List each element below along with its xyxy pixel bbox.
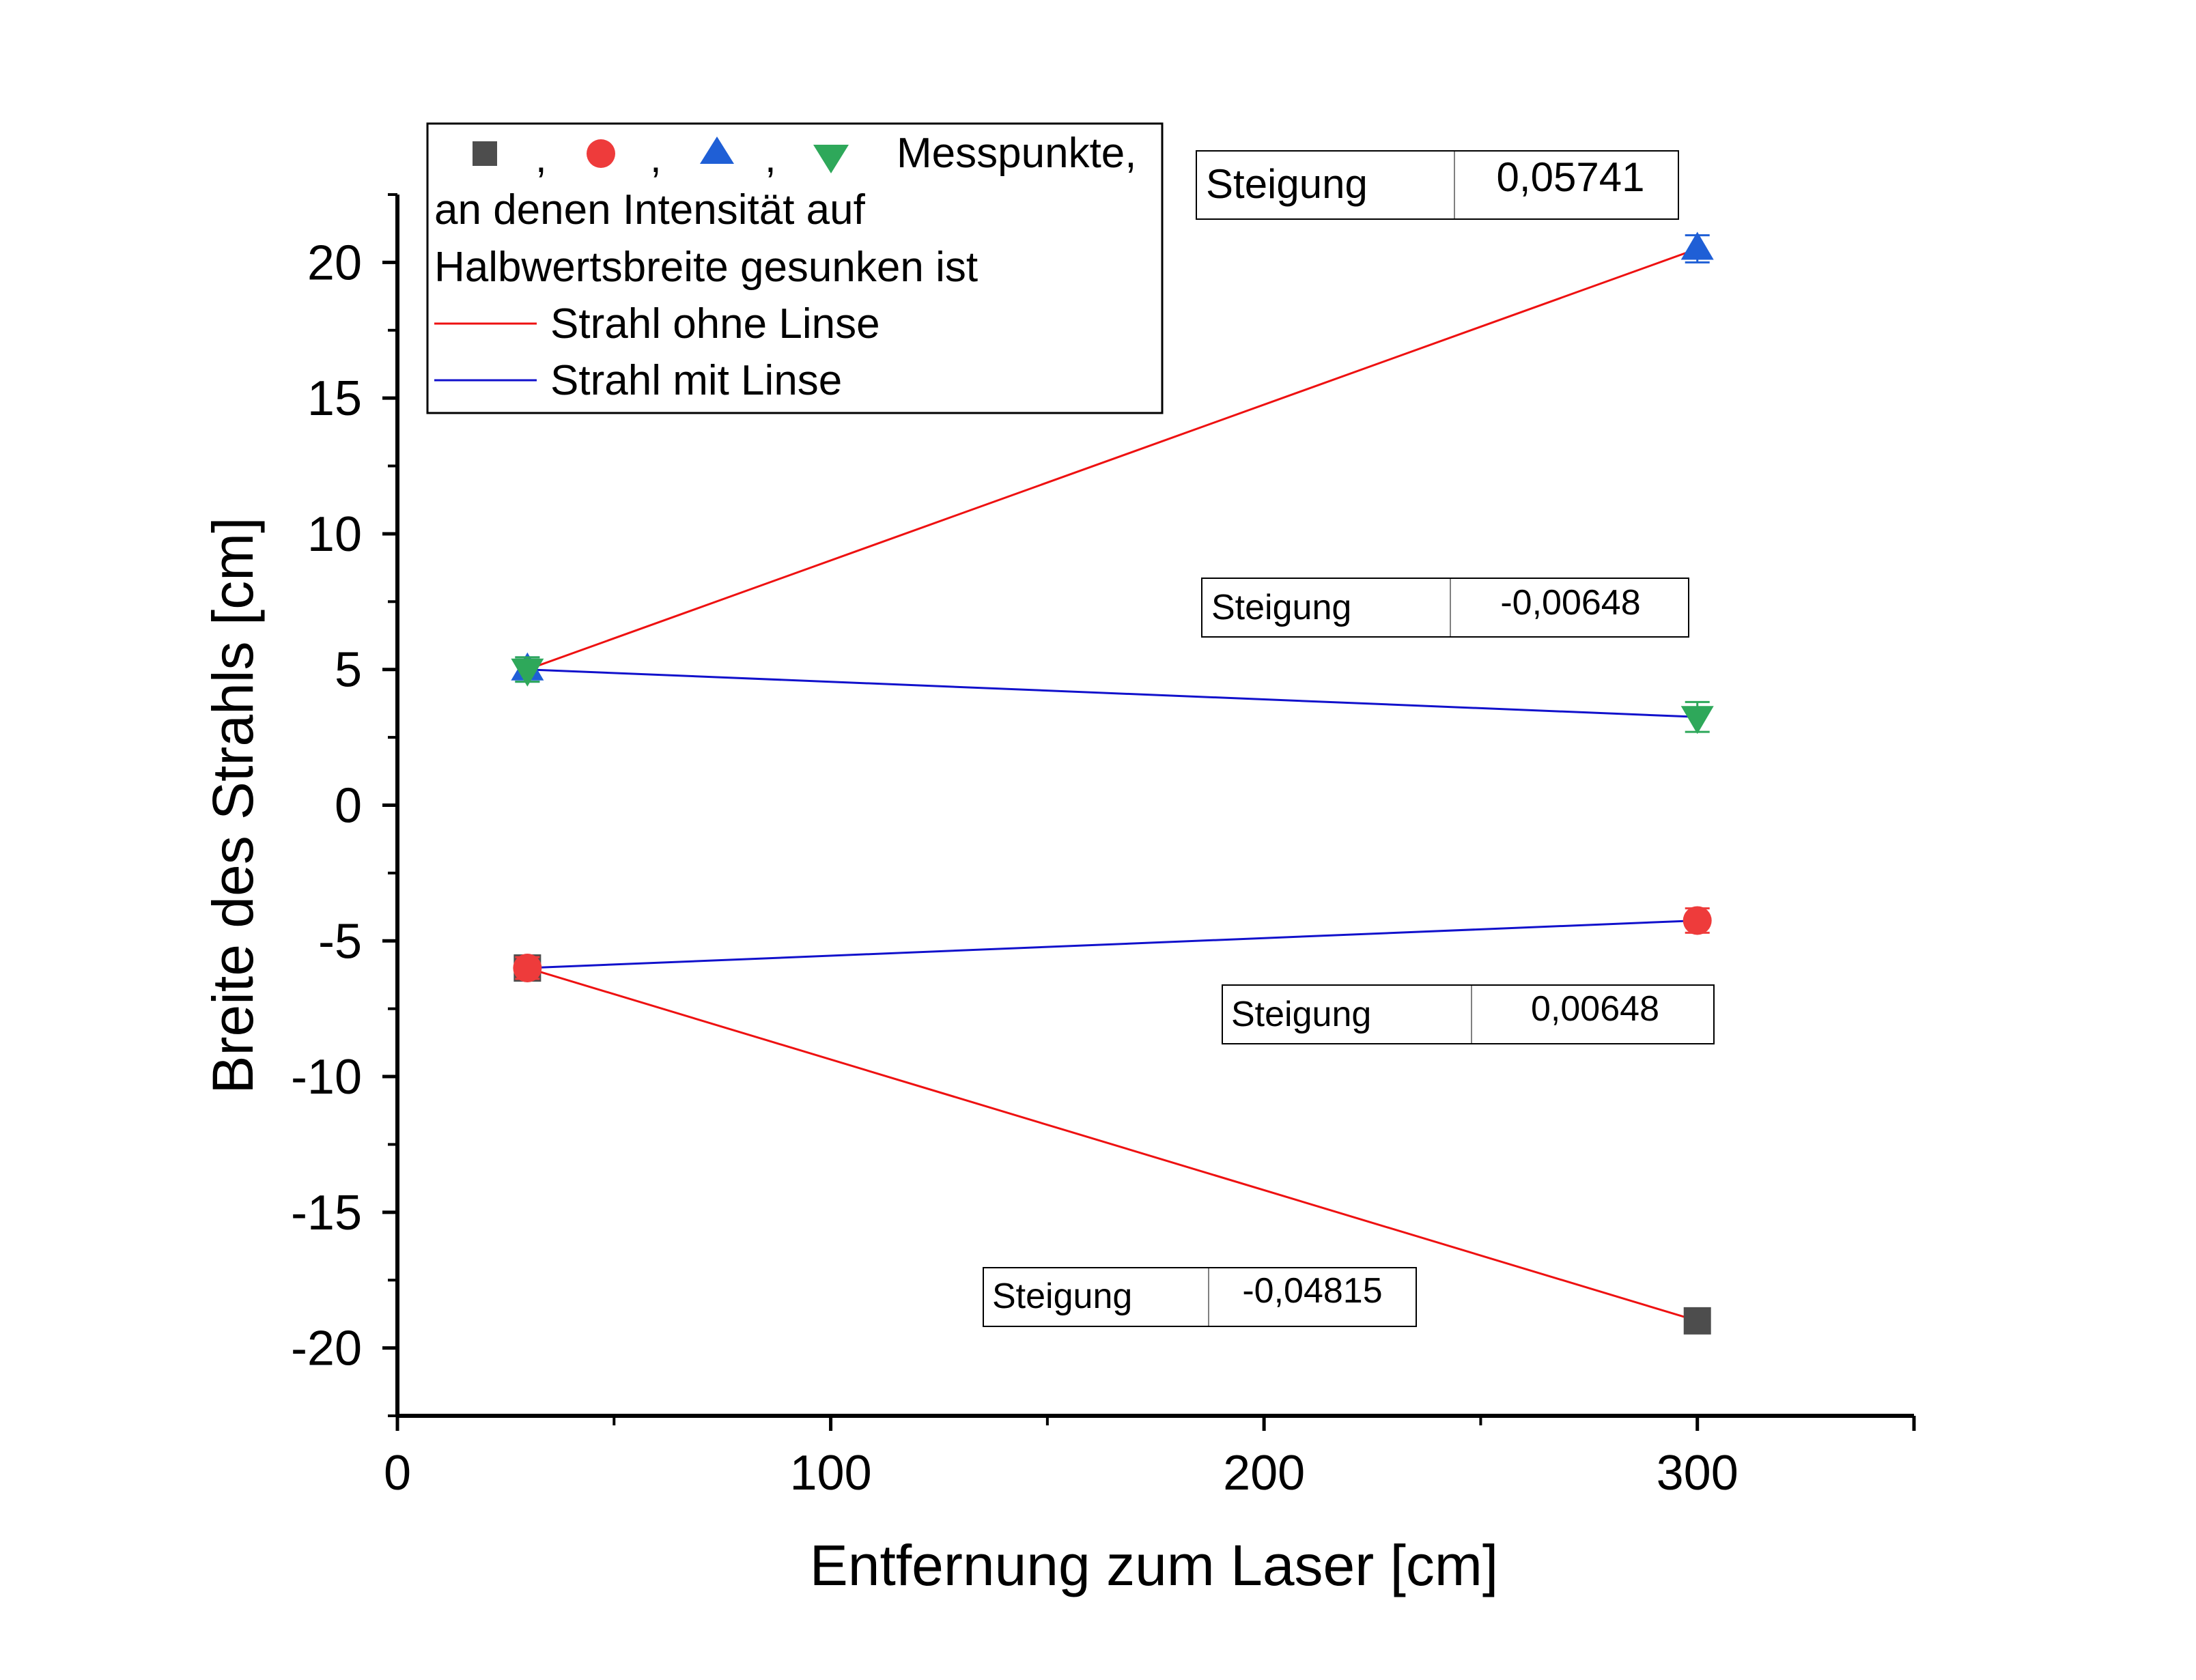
y-tick-label: -5 [318, 914, 362, 969]
circle-point [513, 954, 542, 983]
square-point [1683, 1307, 1711, 1335]
slope-box-2-frame [1201, 578, 1689, 638]
slope-box-4-frame [983, 1267, 1417, 1327]
legend-separator-2: , [650, 135, 662, 181]
slope-box-1: Steigung 0,05741 [1196, 150, 1679, 220]
x-tick-label: 0 [384, 1446, 411, 1500]
y-tick-label: 10 [307, 507, 362, 562]
slope-box-1-label: Steigung [1206, 161, 1368, 207]
y-tick-label: 20 [307, 236, 362, 290]
legend-red-line-label: Strahl ohne Linse [550, 300, 880, 347]
fit-line-1 [526, 248, 1698, 671]
slope-box-1-value: 0,05741 [1497, 154, 1645, 200]
fit-line-2 [527, 668, 1698, 718]
slope-box-2: Steigung -0,00648 [1201, 578, 1689, 638]
y-tick-label: 15 [307, 371, 362, 426]
slope-box-3-label: Steigung [1231, 995, 1371, 1034]
x-tick-label: 100 [790, 1446, 872, 1500]
legend-text-line-2: an denen Intensität auf [434, 186, 866, 233]
slope-box-4-label: Steigung [992, 1277, 1132, 1316]
triangle_down-point [1680, 706, 1714, 735]
data-points [511, 231, 1714, 1335]
x-tick-label: 200 [1223, 1446, 1305, 1500]
y-tick-label: -15 [291, 1186, 362, 1240]
x-tick-label: 300 [1657, 1446, 1738, 1500]
slope-box-3: Steigung 0,00648 [1222, 984, 1715, 1044]
y-tick-label: 0 [335, 779, 362, 834]
legend-separator-3: , [765, 135, 776, 181]
x-axis-label: Entfernung zum Laser [cm] [810, 1533, 1498, 1597]
fit-line-4 [526, 967, 1698, 1322]
legend-marker-text: Messpunkte, [897, 130, 1137, 177]
legend-triangle-up-icon [700, 137, 734, 164]
slope-box-2-value: -0,00648 [1500, 583, 1640, 623]
legend-separator-1: , [535, 135, 547, 181]
legend-square-icon [473, 141, 497, 166]
slope-box-4-value: -0,04815 [1242, 1271, 1382, 1311]
slope-box-2-label: Steigung [1211, 588, 1351, 627]
circle-point [1683, 906, 1712, 935]
legend: , , , Messpunkte, an denen Intensität au… [426, 122, 1164, 414]
legend-text-line-3: Halbwertsbreite gesunken ist [434, 244, 978, 291]
legend-triangle-down-icon [813, 145, 849, 173]
legend-frame [426, 122, 1164, 414]
slope-box-3-frame [1222, 984, 1715, 1044]
slope-box-3-value: 0,00648 [1531, 989, 1659, 1029]
y-tick-label: 5 [335, 643, 362, 698]
fit-lines [526, 248, 1698, 1322]
y-tick-label: -10 [291, 1050, 362, 1105]
slope-box-4: Steigung -0,04815 [983, 1267, 1417, 1327]
legend-blue-line-label: Strahl mit Linse [550, 357, 842, 404]
triangle_down-point [511, 658, 544, 687]
y-tick-label: -20 [291, 1322, 362, 1376]
legend-circle-icon [587, 139, 615, 168]
slope-box-1-frame [1196, 150, 1679, 220]
triangle_up-point [1680, 231, 1714, 260]
y-axis-label: Breite des Strahls [cm] [201, 517, 265, 1094]
fit-line-3 [527, 919, 1698, 969]
axes: 0 100 200 300 20 15 10 5 0 -5 -10 -15 -20 [291, 193, 1916, 1500]
